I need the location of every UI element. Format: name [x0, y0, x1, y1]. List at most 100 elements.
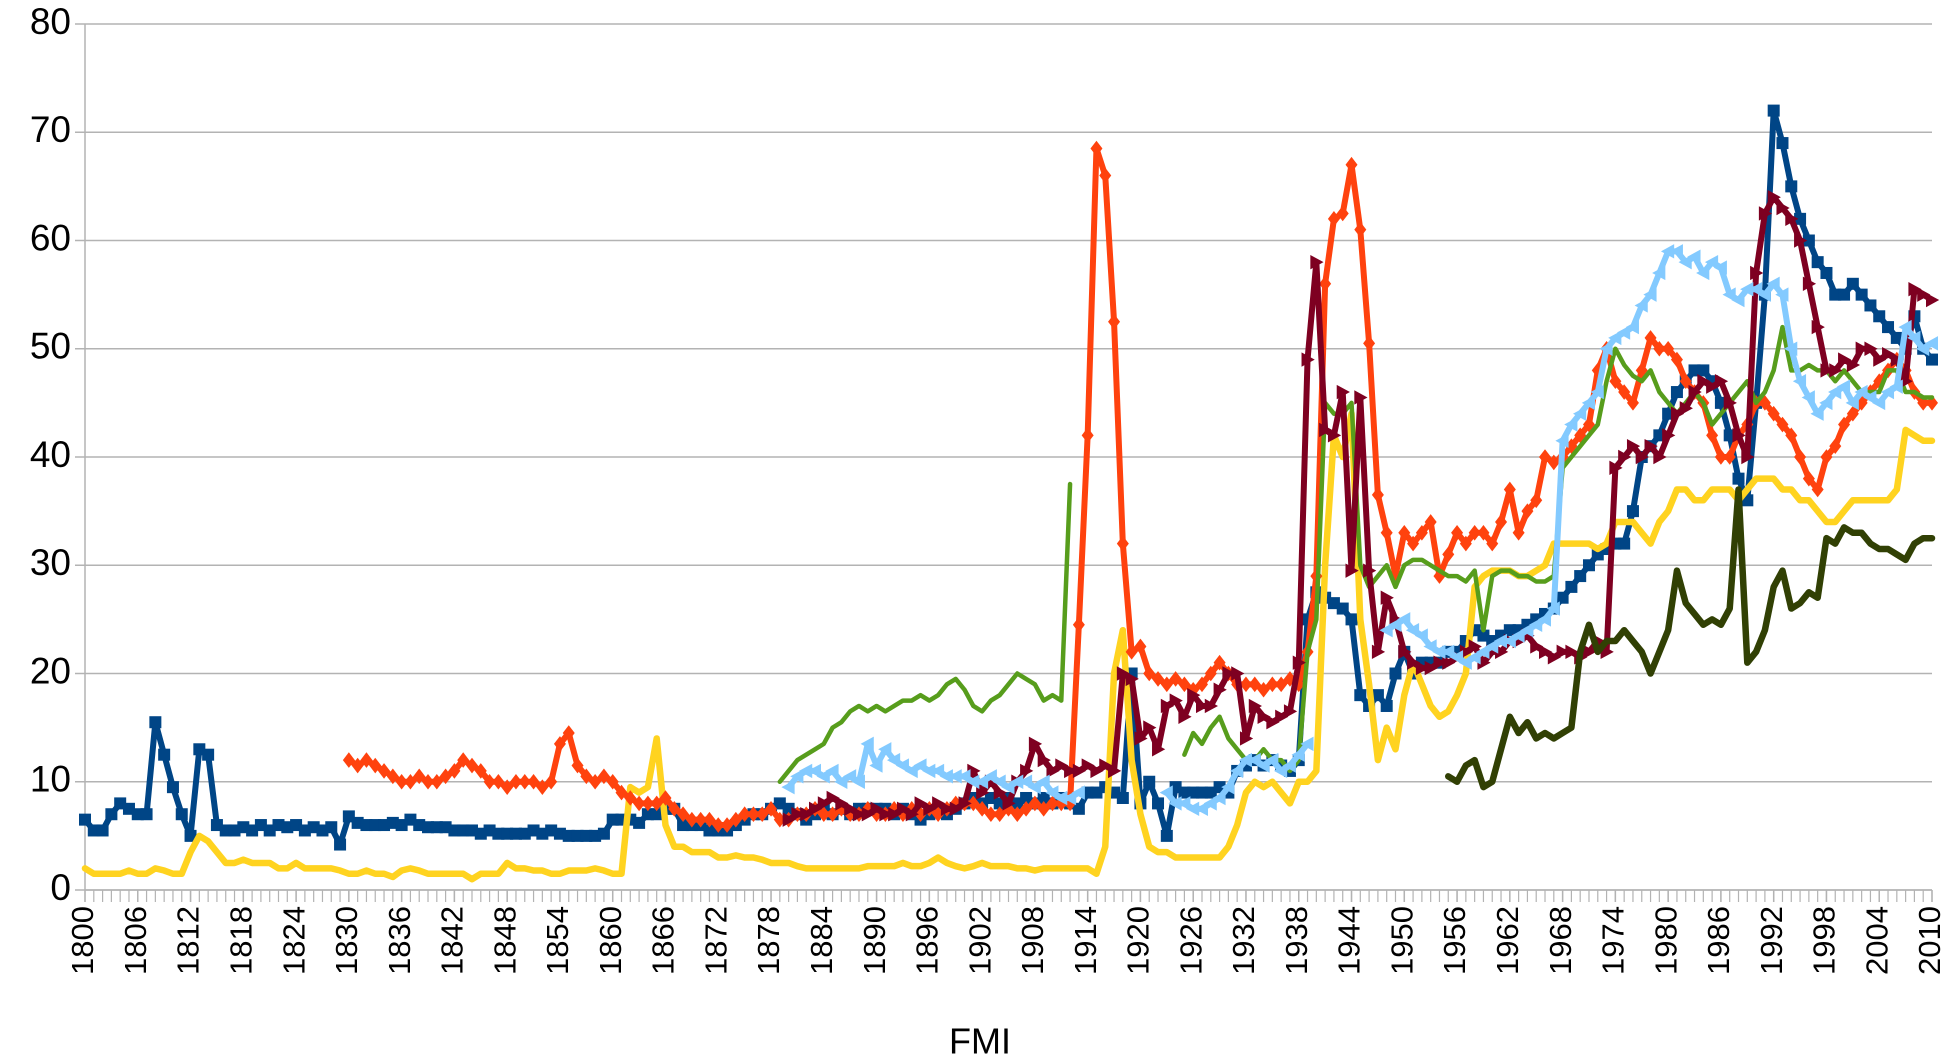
y-tick-label: 60 [30, 217, 71, 258]
data-point [993, 785, 1007, 800]
data-point [1027, 779, 1041, 795]
data-point [1415, 524, 1428, 541]
data-point [1099, 758, 1113, 773]
data-point [1239, 676, 1252, 693]
data-point [1757, 287, 1771, 302]
x-tick-label: 2004 [1859, 906, 1894, 975]
data-point [817, 806, 830, 823]
data-point [1423, 639, 1437, 654]
data-point [624, 790, 637, 806]
data-point [949, 801, 963, 817]
data-point [1556, 644, 1570, 660]
data-point [1116, 791, 1129, 804]
x-tick-label: 1986 [1701, 906, 1736, 975]
data-point [895, 758, 909, 773]
data-point [1670, 351, 1683, 368]
data-point [948, 769, 962, 784]
data-point [334, 838, 347, 851]
x-tick-label: 1956 [1437, 906, 1472, 975]
data-point [1653, 340, 1666, 357]
data-point [1143, 775, 1156, 788]
data-point [886, 752, 901, 768]
data-point [1371, 689, 1384, 702]
x-tick-label: 1944 [1332, 906, 1367, 975]
x-tick-label: 1950 [1384, 906, 1419, 975]
data-point [1740, 282, 1754, 297]
x-tick-label: 1800 [65, 906, 100, 975]
data-point [1776, 137, 1789, 150]
data-point [1838, 288, 1851, 301]
data-point [1363, 335, 1376, 352]
data-point [96, 824, 109, 837]
data-point [1731, 292, 1745, 308]
data-point [1064, 763, 1078, 779]
data-point [501, 827, 514, 840]
x-tick-label: 1818 [224, 906, 259, 975]
data-point [1010, 774, 1024, 789]
data-point [1159, 785, 1173, 800]
data-point [904, 763, 918, 779]
x-tick-label: 1854 [540, 906, 575, 975]
data-point [1363, 563, 1377, 578]
data-point [404, 773, 417, 790]
x-tick-label: 1962 [1490, 906, 1525, 975]
data-point [1819, 395, 1833, 411]
data-point [1169, 693, 1183, 708]
data-point [1398, 644, 1412, 660]
data-point [1547, 650, 1562, 665]
data-point [1036, 774, 1050, 789]
data-point [325, 821, 338, 834]
data-point [1697, 364, 1710, 377]
data-point [1432, 644, 1446, 660]
series [1445, 486, 1936, 791]
y-tick-label: 20 [30, 650, 71, 691]
data-point [966, 774, 980, 789]
data-point [1792, 374, 1807, 389]
x-tick-label: 1836 [382, 906, 417, 975]
data-point [1917, 287, 1931, 302]
data-point [1221, 779, 1235, 795]
data-point [105, 808, 118, 821]
data-point [1574, 570, 1587, 583]
y-tick-label: 0 [50, 867, 71, 908]
data-point [1134, 638, 1147, 655]
data-point [799, 763, 813, 779]
data-point [1143, 720, 1157, 735]
data-point [1354, 221, 1367, 238]
data-point [817, 796, 831, 811]
data-point [1609, 460, 1623, 476]
data-point [1020, 763, 1034, 779]
data-point [1643, 287, 1657, 302]
data-point [1767, 104, 1780, 117]
data-point [1072, 802, 1085, 815]
data-point [527, 773, 540, 790]
data-point [1187, 687, 1201, 703]
data-point [1512, 524, 1525, 541]
data-point [1310, 254, 1324, 270]
data-point [1407, 655, 1421, 670]
y-tick-label: 10 [30, 759, 71, 800]
data-point [1863, 390, 1877, 405]
data-point [483, 773, 496, 790]
data-point [1247, 752, 1261, 768]
data-point [1766, 276, 1780, 291]
x-tick-label: 1968 [1543, 906, 1578, 975]
data-point [1503, 481, 1516, 498]
data-point [1160, 698, 1175, 714]
data-point [1855, 288, 1868, 301]
data-point [939, 769, 953, 784]
data-point [1924, 336, 1938, 351]
data-point [1599, 341, 1613, 356]
data-point [633, 795, 646, 812]
data-point [1916, 341, 1930, 356]
data-point [703, 811, 716, 828]
data-point [922, 763, 936, 779]
data-point [1714, 374, 1729, 389]
data-point [835, 801, 848, 817]
data-point [958, 796, 972, 811]
data-point [1424, 660, 1438, 676]
data-point [395, 773, 408, 790]
data-point [1213, 682, 1227, 697]
data-point [580, 768, 593, 785]
data-point [1688, 384, 1702, 400]
